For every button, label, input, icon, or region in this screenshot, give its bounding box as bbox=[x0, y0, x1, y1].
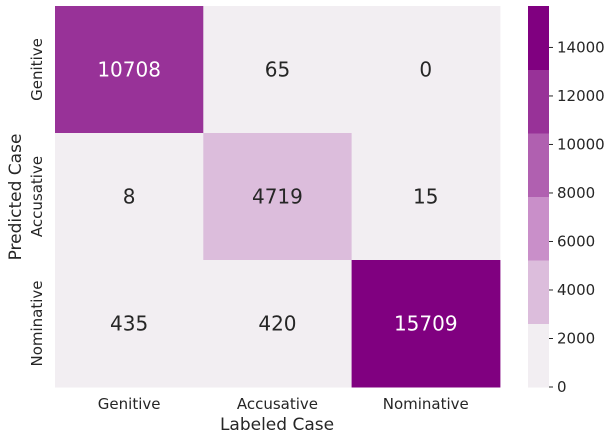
cell-value-label: 420 bbox=[258, 312, 296, 336]
x-axis-label: Labeled Case bbox=[220, 415, 334, 435]
colorbar-tick-label: 2000 bbox=[557, 329, 595, 347]
cell-value-labels: 10708 65 0 8 4719 15 435 420 15709 bbox=[97, 58, 457, 336]
colorbar-tick-label: 6000 bbox=[557, 232, 595, 250]
colorbar-bin bbox=[528, 69, 549, 134]
cell-value-label: 4719 bbox=[252, 185, 303, 209]
colorbar-bin bbox=[528, 260, 549, 324]
cell-value-label: 435 bbox=[110, 312, 148, 336]
heatmap-cell bbox=[351, 6, 501, 134]
heatmap-cells bbox=[55, 6, 501, 388]
heatmap-cell bbox=[203, 260, 353, 388]
cell-value-label: 15709 bbox=[394, 312, 458, 336]
y-axis-ticks: Genitive Accusative Nominative bbox=[28, 38, 46, 366]
cell-value-label: 0 bbox=[419, 58, 432, 82]
heatmap-cell bbox=[55, 133, 204, 261]
colorbar-tick-label: 10000 bbox=[557, 135, 605, 153]
x-axis-ticks: Genitive Accusative Nominative bbox=[98, 395, 469, 413]
heatmap-cell bbox=[55, 6, 204, 134]
heatmap-cell bbox=[203, 6, 353, 134]
colorbar-tick-label: 14000 bbox=[557, 38, 605, 56]
colorbar-ticks: 0 2000 4000 6000 8000 10000 12000 14000 bbox=[549, 38, 605, 396]
cell-value-label: 10708 bbox=[97, 58, 161, 82]
cell-value-label: 8 bbox=[123, 185, 136, 209]
heatmap-cell bbox=[203, 133, 353, 261]
colorbar-tick-label: 4000 bbox=[557, 281, 595, 299]
heatmap-cell bbox=[351, 133, 501, 261]
y-tick-label: Nominative bbox=[28, 280, 46, 366]
colorbar bbox=[528, 6, 549, 388]
x-tick-label: Genitive bbox=[98, 395, 161, 413]
y-tick-label: Genitive bbox=[28, 38, 46, 101]
colorbar-tick-label: 0 bbox=[557, 378, 567, 396]
colorbar-tick-label: 12000 bbox=[557, 87, 605, 105]
x-tick-label: Nominative bbox=[383, 395, 469, 413]
colorbar-bin bbox=[528, 6, 549, 70]
cell-value-label: 15 bbox=[413, 185, 438, 209]
colorbar-bin bbox=[528, 323, 549, 388]
cell-value-label: 65 bbox=[265, 58, 290, 82]
colorbar-tick-label: 8000 bbox=[557, 184, 595, 202]
x-tick-label: Accusative bbox=[237, 395, 318, 413]
y-tick-label: Accusative bbox=[28, 156, 46, 237]
colorbar-bin bbox=[528, 196, 549, 261]
heatmap-cell bbox=[351, 260, 501, 388]
y-axis-label: Predicted Case bbox=[6, 134, 26, 261]
colorbar-bin bbox=[528, 133, 549, 197]
heatmap-cell bbox=[55, 260, 204, 388]
